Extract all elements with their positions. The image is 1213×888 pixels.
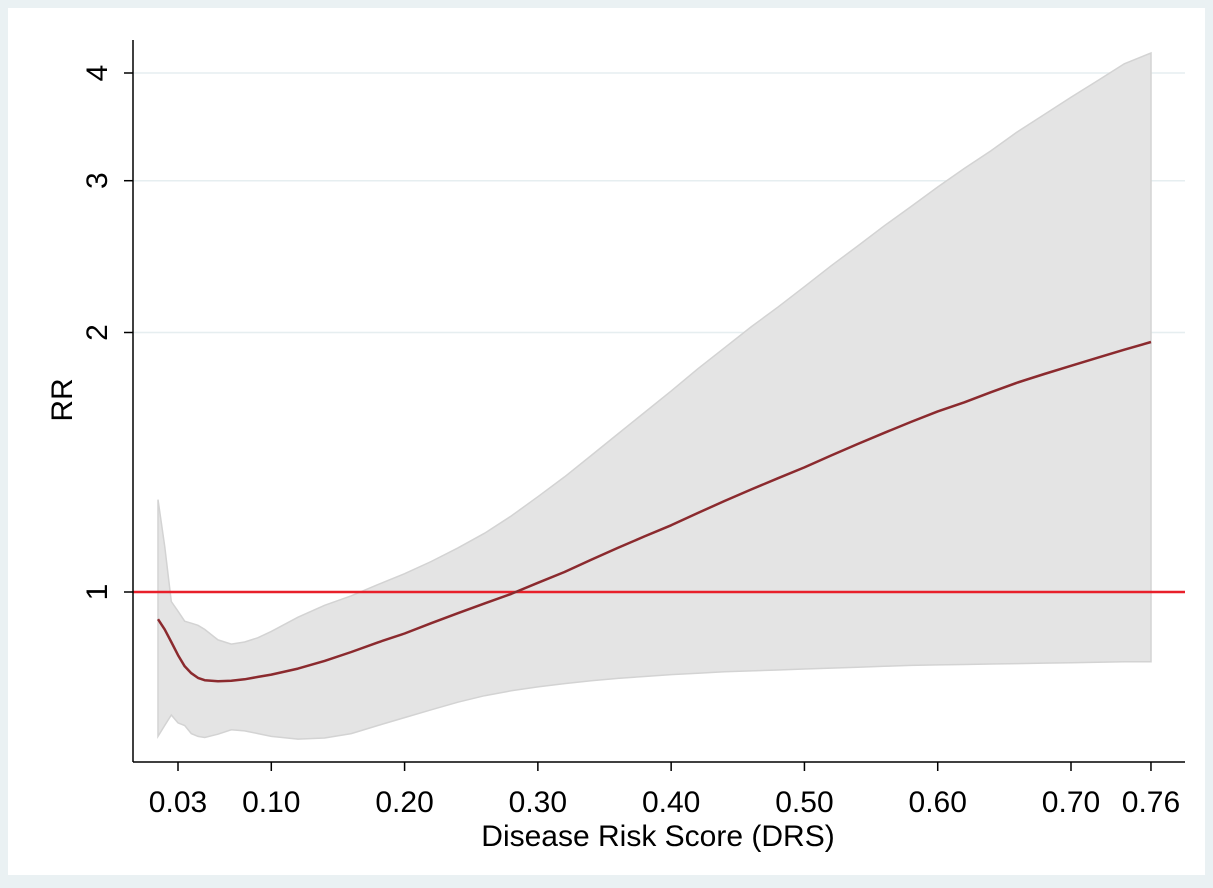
x-tick-label-0.60: 0.60 <box>909 786 967 819</box>
x-tick-label-0.10: 0.10 <box>242 786 300 819</box>
y-tick-label-4: 4 <box>81 65 114 82</box>
x-tick-label-0.40: 0.40 <box>642 786 700 819</box>
axes <box>132 40 1185 763</box>
x-axis-title: Disease Risk Score (DRS) <box>481 820 834 853</box>
y-tick-label-2: 2 <box>81 324 114 341</box>
y-axis-title: RR <box>46 378 79 421</box>
x-tick-label-0.03: 0.03 <box>149 786 207 819</box>
y-tick-label-3: 3 <box>81 172 114 189</box>
x-tick-label-0.30: 0.30 <box>509 786 567 819</box>
rr-curve-group <box>156 340 1152 683</box>
ticks: 0.03 0.10 0.20 0.30 0.40 0.50 0.60 0.70 0.76 1 2 3 4 <box>81 65 1180 819</box>
x-tick-label-0.50: 0.50 <box>775 786 833 819</box>
rr-curve-line <box>156 340 1152 683</box>
y-tick-label-1: 1 <box>81 584 114 601</box>
x-tick-label-0.76: 0.76 <box>1122 786 1180 819</box>
x-tick-label-0.70: 0.70 <box>1042 786 1100 819</box>
x-tick-label-0.20: 0.20 <box>375 786 433 819</box>
